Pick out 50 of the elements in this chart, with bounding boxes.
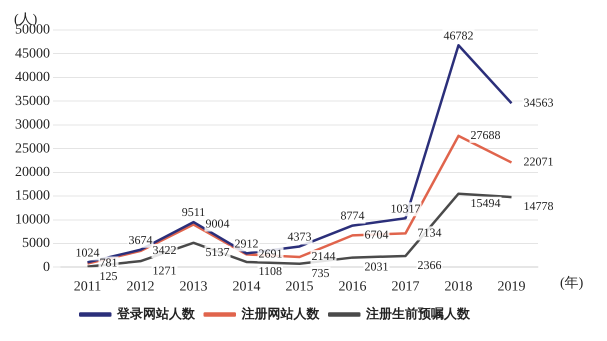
y-tick-label: 20000 [15, 164, 50, 180]
y-tick-label: 40000 [15, 70, 50, 86]
data-label: 735 [312, 266, 330, 280]
x-tick-label: 2018 [444, 279, 472, 294]
y-tick-label: 30000 [15, 118, 50, 133]
data-label: 9004 [206, 216, 230, 231]
data-label: 14778 [524, 199, 554, 214]
x-tick-label: 2013 [180, 279, 208, 294]
data-label: 125 [100, 268, 118, 283]
data-label: 1108 [258, 264, 282, 278]
legend-label: 注册网站人数 [240, 306, 320, 321]
y-tick-label: 10000 [15, 212, 50, 228]
data-label: 7134 [418, 226, 442, 240]
data-label: 4373 [288, 230, 312, 244]
x-tick-label: 2011 [74, 279, 102, 294]
data-label: 1024 [76, 246, 100, 260]
x-tick-label: 2019 [498, 279, 526, 294]
data-label: 15494 [470, 196, 500, 210]
y-tick-label: 15000 [15, 188, 50, 204]
data-label: 2366 [418, 258, 442, 272]
data-label: 27688 [470, 128, 500, 142]
data-label: 1271 [152, 263, 176, 278]
data-label: 10317 [390, 201, 420, 216]
data-label: 2912 [234, 236, 258, 251]
y-tick-label: 25000 [15, 141, 50, 156]
x-tick-label: 2015 [286, 279, 314, 294]
data-label: 5137 [206, 244, 230, 259]
data-label: 9511 [182, 205, 206, 220]
data-label: 22071 [524, 154, 554, 169]
y-tick-label: 45000 [15, 46, 50, 62]
data-label: 46782 [444, 28, 474, 42]
data-label: 8774 [340, 208, 364, 223]
x-axis-title: (年) [560, 274, 584, 291]
y-tick-label: 35000 [15, 94, 50, 109]
x-tick-label: 2012 [126, 279, 154, 294]
x-tick-label: 2016 [338, 279, 366, 294]
y-tick-label: 5000 [22, 236, 50, 252]
x-tick-label: 2014 [232, 279, 260, 294]
y-tick-label: 0 [43, 260, 50, 275]
data-label: 2691 [258, 246, 282, 261]
x-tick-label: 2017 [392, 279, 420, 294]
data-label: 6704 [364, 228, 388, 242]
legend-label: 注册生前预嘱人数 [364, 306, 471, 321]
data-label: 3674 [128, 232, 152, 247]
data-label: 34563 [524, 95, 554, 110]
data-label: 3422 [152, 243, 176, 258]
data-label: 781 [100, 256, 118, 270]
legend-label: 登录网站人数 [116, 306, 196, 321]
data-label: 2144 [312, 249, 336, 264]
data-label: 2031 [364, 260, 388, 274]
